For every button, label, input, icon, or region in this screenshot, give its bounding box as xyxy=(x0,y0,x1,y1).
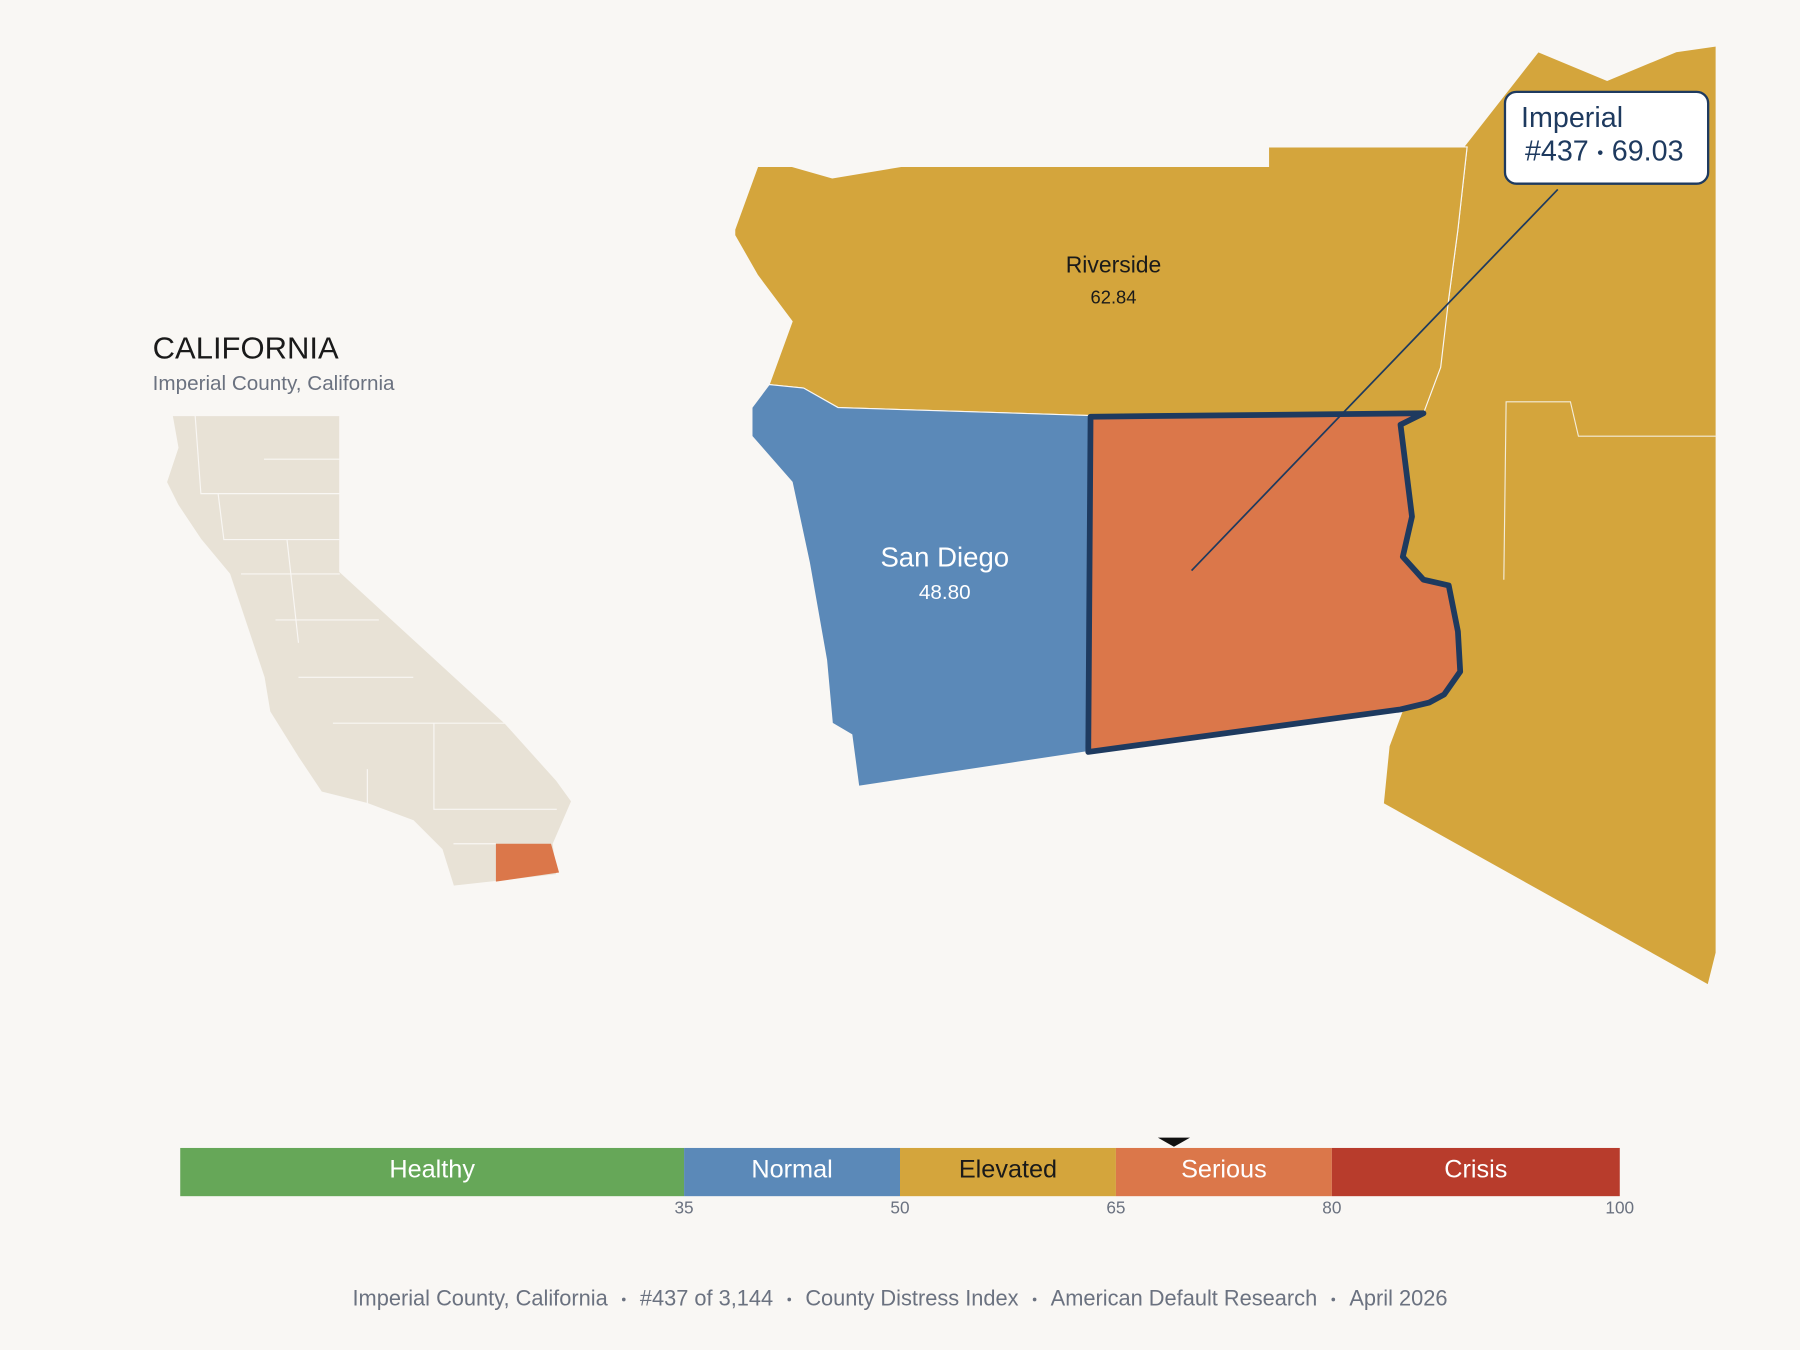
footer-item: County Distress Index xyxy=(805,1285,1018,1310)
footer: Imperial County, California #437 of 3,144… xyxy=(352,1285,1447,1310)
legend-band-label: Crisis xyxy=(1444,1156,1507,1184)
callout-rank: #437 xyxy=(1525,135,1589,167)
footer-item: #437 of 3,144 xyxy=(640,1285,773,1310)
footer-item: April 2026 xyxy=(1349,1285,1447,1310)
county-imperial[interactable] xyxy=(1085,410,1464,755)
callout-leader xyxy=(1190,188,1559,572)
county-name: Riverside xyxy=(1066,251,1162,277)
legend-band-label: Normal xyxy=(751,1156,832,1184)
county-score: 48.80 xyxy=(919,581,971,604)
callout-box xyxy=(1503,90,1710,185)
legend-tick-label: 65 xyxy=(1106,1197,1125,1217)
inset-county-lines xyxy=(194,415,557,845)
county-score: 62.84 xyxy=(1091,286,1137,307)
legend-band xyxy=(684,1147,900,1197)
legend-band xyxy=(180,1147,685,1197)
legend-band xyxy=(900,1147,1116,1197)
legend-band xyxy=(1331,1147,1620,1197)
legend-marker xyxy=(1157,1137,1191,1147)
county-riverside[interactable] xyxy=(734,146,1468,417)
legend-tick-label: 100 xyxy=(1605,1197,1634,1217)
inset-state xyxy=(165,414,573,887)
footer-separator xyxy=(1032,1297,1037,1302)
footer-item: Imperial County, California xyxy=(352,1285,608,1310)
county-san-diego[interactable] xyxy=(751,383,1092,788)
inset-imperial xyxy=(495,843,560,882)
legend-tick-label: 80 xyxy=(1322,1197,1341,1217)
legend-band xyxy=(1115,1147,1332,1197)
footer-item: American Default Research xyxy=(1051,1285,1318,1310)
inset-subtitle: Imperial County, California xyxy=(153,372,395,395)
inset-title: CALIFORNIA xyxy=(153,330,339,365)
legend-band-label: Elevated xyxy=(959,1156,1057,1184)
legend-band-label: Healthy xyxy=(389,1156,475,1184)
callout-score: 69.03 xyxy=(1612,135,1684,167)
footer-separator xyxy=(1331,1297,1336,1302)
legend-band-label: Serious xyxy=(1181,1156,1267,1184)
footer-separator xyxy=(787,1297,792,1302)
county-name: San Diego xyxy=(880,541,1009,572)
callout-separator xyxy=(1597,150,1603,155)
legend-tick-label: 50 xyxy=(890,1197,909,1217)
callout-name: Imperial xyxy=(1521,102,1623,134)
footer-separator xyxy=(621,1297,626,1302)
legend: Healthy Normal Elevated Serious Crisis 35 50 65… xyxy=(180,1137,1634,1217)
legend-tick-label: 35 xyxy=(674,1197,693,1217)
